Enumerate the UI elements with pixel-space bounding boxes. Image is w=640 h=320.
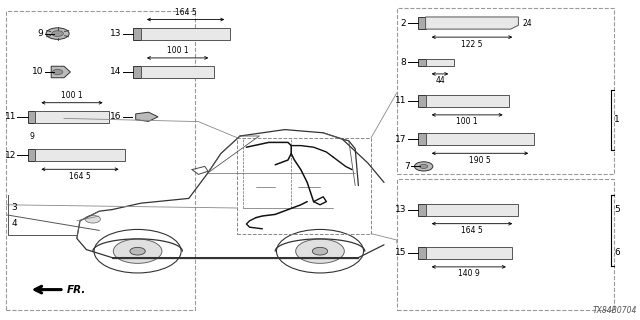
Bar xyxy=(35,149,125,161)
Text: 17: 17 xyxy=(395,135,406,144)
Text: 3: 3 xyxy=(12,204,17,212)
Bar xyxy=(141,66,214,78)
Circle shape xyxy=(415,162,433,171)
Circle shape xyxy=(85,215,100,223)
Bar xyxy=(426,204,518,216)
Bar xyxy=(35,111,109,123)
Text: 8: 8 xyxy=(401,58,406,67)
Text: 9: 9 xyxy=(29,132,35,141)
Text: 13: 13 xyxy=(110,29,122,38)
Text: 164 5: 164 5 xyxy=(69,172,91,181)
Polygon shape xyxy=(426,17,518,29)
Text: 14: 14 xyxy=(110,68,122,76)
Circle shape xyxy=(52,69,63,75)
Text: 122 5: 122 5 xyxy=(461,40,483,49)
Bar xyxy=(6,11,195,310)
Text: 24: 24 xyxy=(522,19,532,28)
Bar xyxy=(133,66,141,78)
Circle shape xyxy=(420,164,428,168)
Polygon shape xyxy=(136,112,158,121)
Text: 100 1: 100 1 xyxy=(61,91,83,100)
Text: 9: 9 xyxy=(38,29,44,38)
Bar xyxy=(426,95,509,107)
Text: 44: 44 xyxy=(435,76,445,85)
Bar xyxy=(418,204,426,216)
Text: 164 5: 164 5 xyxy=(175,8,196,17)
Circle shape xyxy=(52,31,63,36)
Text: FR.: FR. xyxy=(67,284,86,295)
Text: 2: 2 xyxy=(401,19,406,28)
Circle shape xyxy=(312,247,328,255)
Bar xyxy=(397,179,614,310)
Bar xyxy=(418,133,426,145)
Bar xyxy=(418,247,426,259)
Text: 11: 11 xyxy=(395,96,406,105)
Text: 4: 4 xyxy=(12,220,17,228)
Text: 6: 6 xyxy=(614,248,620,257)
Bar xyxy=(418,17,426,29)
Text: 164 5: 164 5 xyxy=(461,226,483,235)
Polygon shape xyxy=(51,66,70,78)
Circle shape xyxy=(130,247,145,255)
Bar xyxy=(426,133,534,145)
Bar xyxy=(133,28,141,40)
Text: 190 5: 190 5 xyxy=(469,156,491,165)
Text: 1: 1 xyxy=(614,116,620,124)
Circle shape xyxy=(296,239,344,263)
Bar xyxy=(141,28,230,40)
Bar xyxy=(28,111,35,123)
Bar xyxy=(426,59,454,66)
Bar xyxy=(418,95,426,107)
Text: 13: 13 xyxy=(395,205,406,214)
Text: 7: 7 xyxy=(404,162,410,171)
Text: 100 1: 100 1 xyxy=(456,117,478,126)
Text: 140 9: 140 9 xyxy=(458,269,479,278)
Circle shape xyxy=(113,239,162,263)
Text: 10: 10 xyxy=(32,68,44,76)
Bar xyxy=(418,59,426,66)
Text: 15: 15 xyxy=(395,248,406,257)
Text: 100 1: 100 1 xyxy=(167,46,188,55)
Text: TX84B0704: TX84B0704 xyxy=(593,306,637,315)
Text: 16: 16 xyxy=(110,112,122,121)
Bar xyxy=(397,8,614,174)
Text: 12: 12 xyxy=(4,151,16,160)
Bar xyxy=(426,247,512,259)
Text: 5: 5 xyxy=(614,205,620,214)
Bar xyxy=(237,138,371,234)
Text: 11: 11 xyxy=(4,112,16,121)
Circle shape xyxy=(46,28,69,39)
Bar xyxy=(28,149,35,161)
